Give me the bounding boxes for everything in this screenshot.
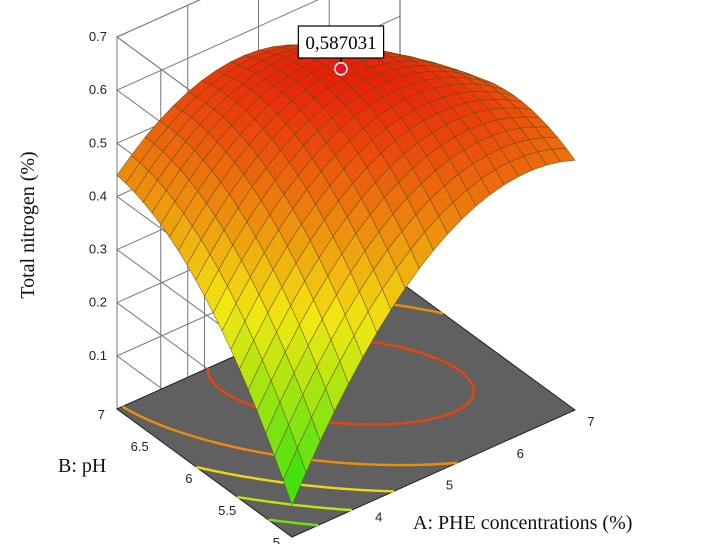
z-tick-label: 0.3 xyxy=(89,242,107,257)
contour-floor xyxy=(116,281,576,538)
x-axis-label: A: PHE concentrations (%) xyxy=(413,512,632,534)
z-axis-label: Total nitrogen (%) xyxy=(17,151,39,298)
optimum-marker xyxy=(334,62,348,76)
z-tick-label: 0.5 xyxy=(89,135,107,150)
z-tick-label: 0.4 xyxy=(89,188,107,203)
z-tick-label: 0.7 xyxy=(89,29,107,44)
y-tick-label: 6.5 xyxy=(131,439,149,454)
y-tick-label: 5.5 xyxy=(218,503,236,518)
annotation-text: 0,587031 xyxy=(305,33,376,54)
y-tick-label: 5 xyxy=(273,535,280,544)
z-tick-label: 0.6 xyxy=(89,82,107,97)
contour-line xyxy=(237,495,352,512)
x-tick-label: 3 xyxy=(304,541,311,544)
contour-line xyxy=(268,518,319,527)
z-tick-label: 0.1 xyxy=(89,348,107,363)
annotation-box xyxy=(297,25,385,59)
x-tick-label: 7 xyxy=(587,414,594,429)
surface-cell xyxy=(551,147,576,163)
optimum-marker-group: 0,587031 xyxy=(297,25,385,76)
contour-line xyxy=(196,465,394,493)
y-tick-label: 6 xyxy=(185,471,192,486)
y-tick-label: 7 xyxy=(98,407,105,422)
x-tick-label: 6 xyxy=(517,446,524,461)
z-tick-label: 0.2 xyxy=(89,295,107,310)
x-tick-label: 4 xyxy=(375,509,382,524)
y-axis-label: B: pH xyxy=(58,455,106,477)
x-tick-label: 5 xyxy=(446,478,453,493)
tick-labels: 0.1 0.2 0.3 0.4 0.5 0.6 0.7 3 4 5 6 7 5 5.5 6 6.5 7 xyxy=(89,29,595,544)
